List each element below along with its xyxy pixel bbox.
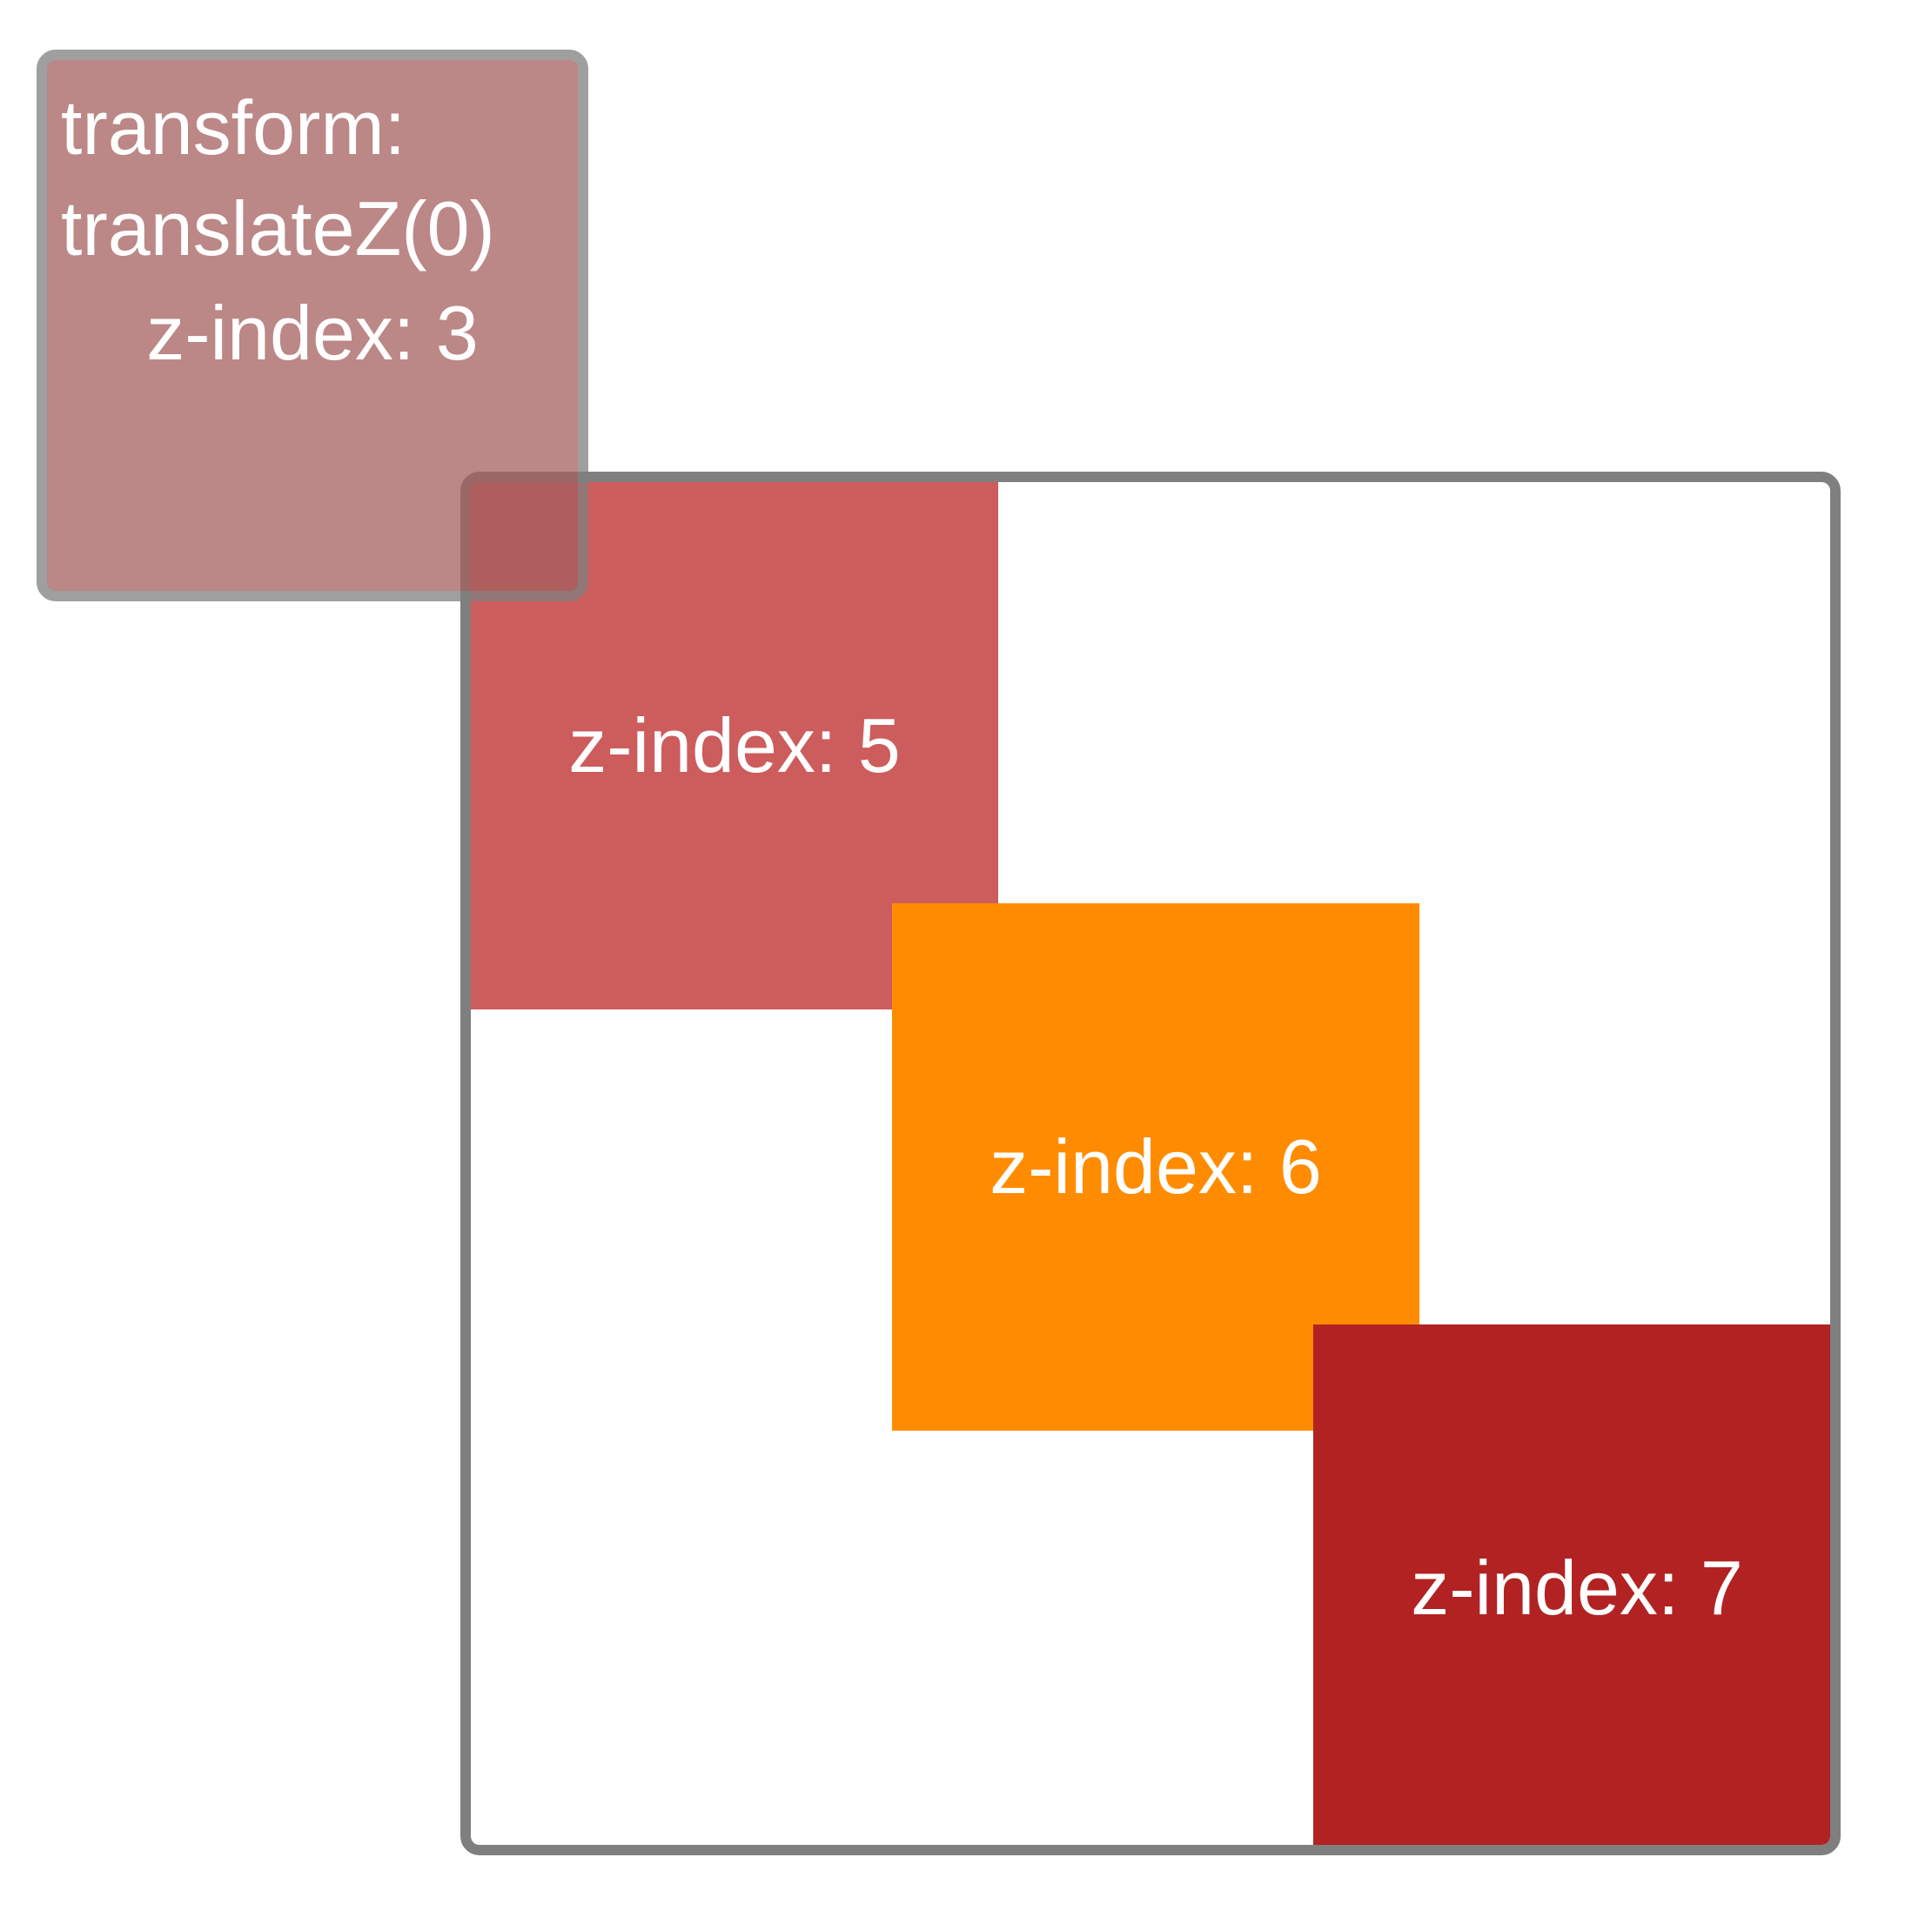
box-z-index-6-label: z-index: 6 [989, 1123, 1322, 1210]
box-z-index-7: z-index: 7 [1313, 1324, 1830, 1845]
box-z-index-7-label: z-index: 7 [1411, 1545, 1743, 1631]
translated-overlay-box: transform: translateZ(0) z-index: 3 [37, 50, 588, 601]
overlay-transform-line-1: transform: [61, 84, 406, 171]
stacking-context-container: z-index: 5 z-index: 6 z-index: 7 [460, 472, 1841, 1855]
box-z-index-5-label: z-index: 5 [568, 702, 901, 788]
overlay-transform-label: transform: translateZ(0) [61, 77, 495, 279]
overlay-transform-line-2: translateZ(0) [61, 185, 495, 272]
overlay-z-index-label: z-index: 3 [146, 290, 479, 376]
